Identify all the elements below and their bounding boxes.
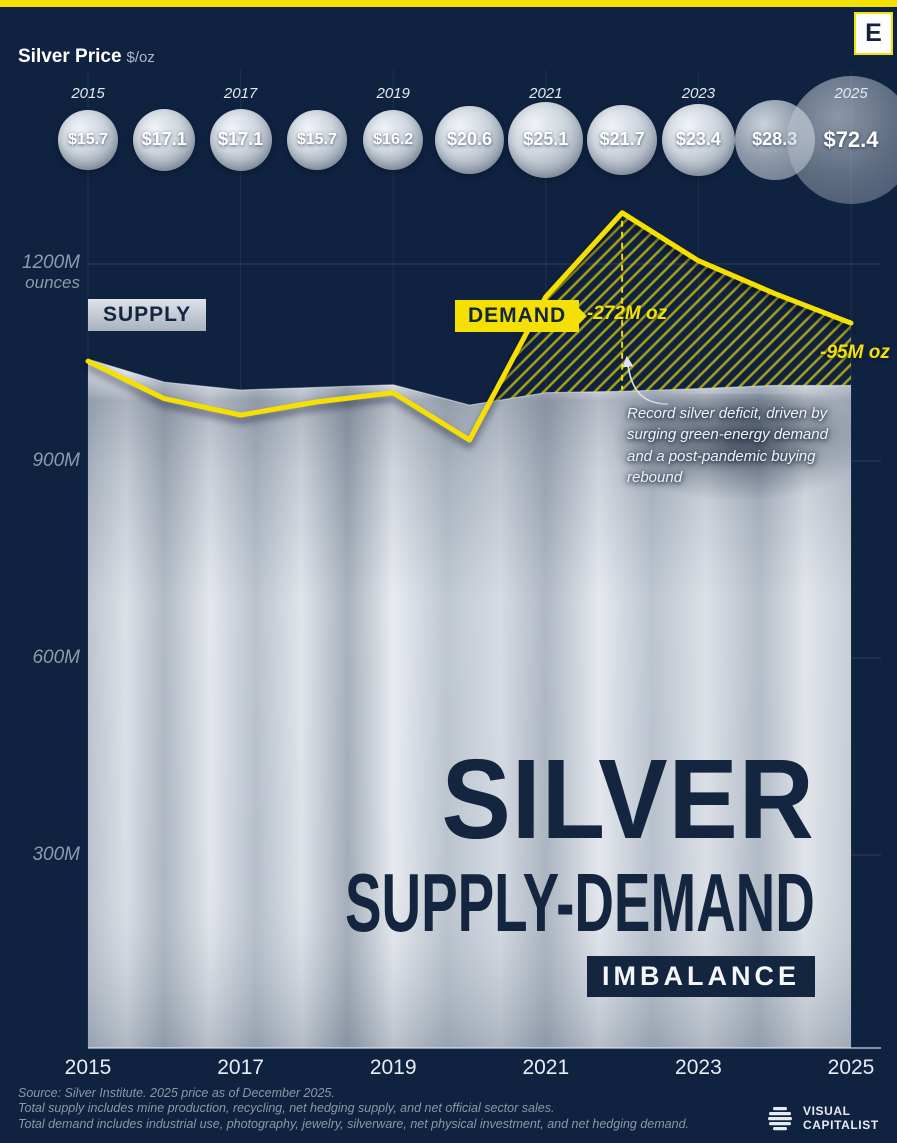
x-axis-label-2015: 2015 [64, 1056, 112, 1079]
demand-line [85, 210, 854, 443]
deficit-annotation-note: Record silver deficit, driven by surging… [615, 394, 863, 500]
demand-definition-note: Total demand includes industrial use, ph… [18, 1116, 689, 1131]
main-title: SILVER SUPPLY-DEMAND IMBALANCE [103, 736, 815, 998]
elements-logo[interactable]: E [854, 12, 893, 55]
price-year-label-2023: 2023 [681, 85, 716, 102]
supply-legend-tag: SUPPLY [88, 299, 207, 331]
x-axis-label-2021: 2021 [522, 1056, 570, 1079]
demand-legend-tag: DEMAND [455, 300, 588, 332]
visual-capitalist-logo[interactable]: VISUAL CAPITALIST [764, 1103, 879, 1135]
price-bubble-2023: $23.4 [662, 103, 735, 177]
x-axis-label-2017: 2017 [217, 1056, 264, 1079]
deficit-2025-label: -95M oz [820, 342, 890, 363]
y-axis-label-300: 300M [32, 844, 80, 865]
silver-price-label: Silver Price [18, 46, 122, 67]
visual-capitalist-globe-icon [768, 1107, 792, 1131]
price-bubble-2025: $72.4 [787, 76, 897, 204]
price-bubble-2019: $16.2 [363, 109, 424, 171]
main-title-line3: IMBALANCE [587, 956, 815, 998]
supply-area [87, 358, 851, 1048]
x-axis-label-2019: 2019 [369, 1056, 417, 1079]
silver-price-header: Silver Price $/oz [18, 46, 155, 68]
price-year-label-2015: 2015 [71, 85, 105, 102]
price-bubble-2021: $25.1 [508, 102, 584, 178]
price-bubble-2016: $17.1 [133, 108, 196, 171]
price-year-label-2017: 2017 [223, 85, 258, 102]
y-axis-label-1200: 1200M ounces [6, 252, 80, 292]
vc-word-capitalist: CAPITALIST [803, 1118, 879, 1132]
price-year-label-2021: 2021 [529, 85, 563, 102]
top-accent-strip [0, 0, 897, 7]
price-bubble-2015: $15.7 [58, 110, 118, 170]
x-axis-label-2025: 2025 [827, 1056, 875, 1079]
vc-word-visual: VISUAL [803, 1104, 851, 1119]
y-axis-label-600: 600M [32, 647, 80, 668]
x-axis-label-2023: 2023 [675, 1056, 722, 1079]
price-bubble-2020: $20.6 [435, 105, 504, 175]
source-note: Source: Silver Institute. 2025 price as … [18, 1086, 335, 1100]
deficit-2022-label: -272M oz [586, 303, 668, 324]
y-axis-label-900: 900M [32, 450, 80, 471]
price-bubble-2022: $21.7 [587, 105, 658, 175]
footer-notes: Source: Silver Institute. 2025 price as … [18, 1086, 689, 1132]
y-tick-1200: 1200M [21, 252, 80, 273]
price-year-label-2025: 2025 [834, 85, 868, 102]
price-year-label-2019: 2019 [376, 85, 410, 102]
elements-logo-letter: E [865, 19, 882, 47]
main-title-line1: SILVER [441, 736, 815, 862]
price-bubble-2017: $17.1 [209, 108, 272, 171]
y-axis-unit: ounces [25, 273, 80, 293]
supply-definition-note: Total supply includes mine production, r… [18, 1101, 555, 1116]
silver-price-unit: $/oz [126, 49, 155, 66]
visual-capitalist-wordmark: VISUAL CAPITALIST [803, 1104, 879, 1133]
main-title-line2: SUPPLY-DEMAND [345, 856, 815, 950]
main-title-line3-box: IMBALANCE [103, 956, 815, 998]
price-bubble-2018: $15.7 [287, 110, 347, 170]
